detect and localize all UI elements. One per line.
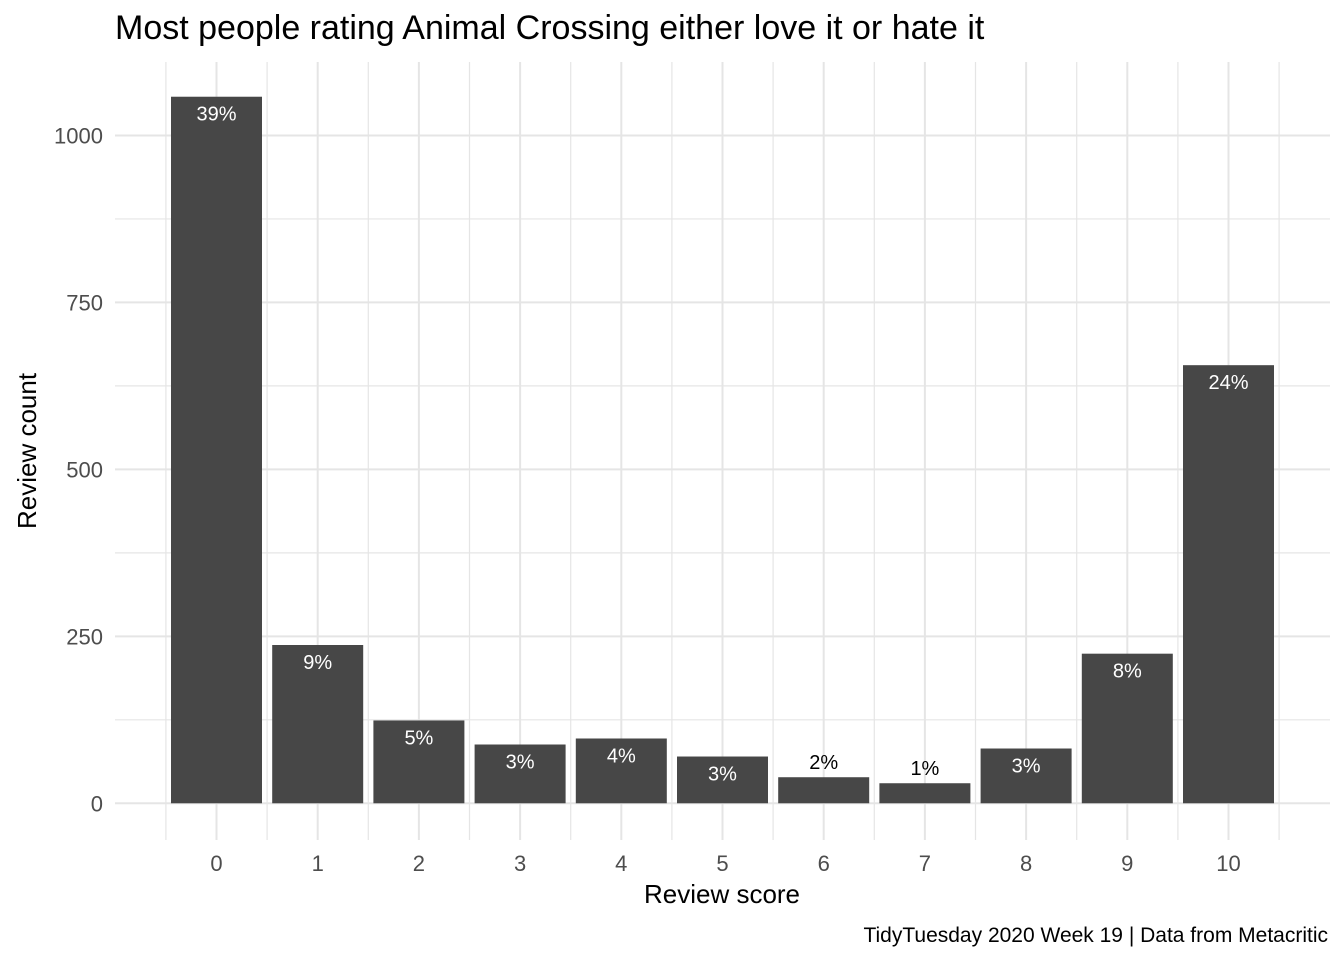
- y-tick-label: 0: [91, 791, 103, 816]
- bar-label-4: 4%: [607, 745, 636, 767]
- bar-labels: 39% 9% 5% 3% 4% 3% 2% 1% 3% 8% 24%: [196, 104, 1248, 786]
- x-tick-label: 3: [514, 851, 526, 876]
- bar-label-1: 9%: [303, 652, 332, 674]
- x-tick-label: 5: [716, 851, 728, 876]
- bar-label-10: 24%: [1208, 372, 1248, 394]
- bar-label-3: 3%: [506, 752, 535, 774]
- y-axis-label: Review count: [12, 372, 42, 529]
- bar-label-6: 2%: [809, 752, 838, 774]
- x-axis-label: Review score: [644, 879, 800, 909]
- grid-lines: [115, 62, 1330, 840]
- bar-2: [373, 720, 465, 804]
- y-tick-label: 1000: [54, 123, 103, 148]
- bars: [171, 96, 1274, 804]
- y-tick-label: 500: [66, 457, 103, 482]
- x-axis-ticks: 0 1 2 3 4 5 6 7 8 9 10: [210, 851, 1240, 876]
- x-tick-label: 1: [312, 851, 324, 876]
- bar-1: [272, 644, 364, 804]
- y-axis-ticks: 0 250 500 750 1000: [54, 123, 103, 816]
- x-tick-label: 7: [919, 851, 931, 876]
- bar-label-9: 8%: [1113, 661, 1142, 683]
- x-tick-label: 10: [1216, 851, 1240, 876]
- bar-9: [1081, 653, 1173, 804]
- bar-8: [980, 748, 1072, 804]
- chart-caption: TidyTuesday 2020 Week 19 | Data from Met…: [863, 924, 1328, 947]
- bar-label-7: 1%: [910, 758, 939, 780]
- x-tick-label: 9: [1121, 851, 1133, 876]
- bar-7: [879, 783, 971, 804]
- y-tick-label: 250: [66, 624, 103, 649]
- bar-6: [778, 777, 870, 804]
- bar-5: [677, 756, 768, 804]
- bar-4: [575, 738, 667, 804]
- bar-10: [1183, 365, 1274, 804]
- x-tick-label: 0: [210, 851, 222, 876]
- bar-label-8: 3%: [1012, 756, 1041, 778]
- bar-3: [474, 744, 566, 804]
- bar-0: [171, 96, 262, 804]
- x-tick-label: 2: [413, 851, 425, 876]
- bar-label-2: 5%: [404, 727, 433, 749]
- bar-label-5: 3%: [708, 764, 737, 786]
- bar-label-0: 39%: [196, 104, 236, 126]
- x-tick-label: 6: [818, 851, 830, 876]
- chart-title: Most people rating Animal Crossing eithe…: [115, 9, 985, 47]
- x-tick-label: 4: [615, 851, 627, 876]
- x-tick-label: 8: [1020, 851, 1032, 876]
- y-tick-label: 750: [66, 290, 103, 315]
